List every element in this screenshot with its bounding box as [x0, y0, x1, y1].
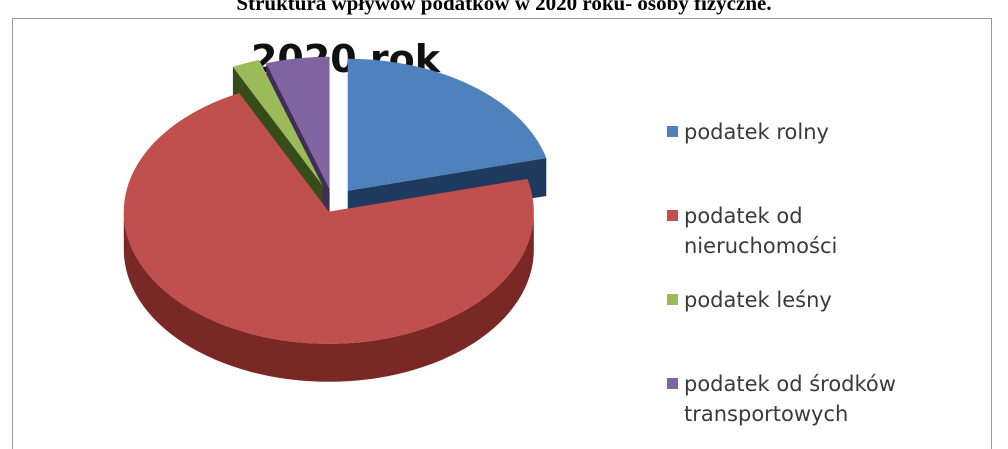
legend-swatch: [667, 378, 678, 389]
legend-swatch: [667, 294, 678, 305]
legend-swatch: [667, 210, 678, 221]
legend-swatch: [667, 126, 678, 137]
pie-slice-top: [266, 56, 330, 189]
pie-slice-top: [347, 58, 547, 191]
document-caption: Struktura wpływów podatków w 2020 roku- …: [236, 0, 772, 15]
pie-slice-top: [232, 59, 323, 186]
legend-item-transport: podatek od środków transportowych: [667, 369, 954, 429]
legend-item-lesny: podatek leśny: [667, 285, 954, 315]
legend-label-line-2: transportowych: [684, 402, 849, 426]
legend-label: podatek od nieruchomości: [684, 204, 838, 258]
legend-label: podatek od środków transportowych: [684, 369, 954, 429]
legend-label: podatek rolny: [684, 120, 829, 144]
pie-slice: [123, 93, 534, 382]
legend-item-rolny: podatek rolny: [667, 117, 954, 147]
chart-frame: 2020 rok podatek rolny podatek od nieruc…: [12, 18, 992, 449]
pie-slice-top: [123, 93, 534, 344]
legend-label-line-1: podatek od środków: [684, 372, 896, 396]
pie-chart: [123, 56, 547, 382]
pie-slice-side: [123, 211, 534, 382]
legend-item-nieruchomosci: podatek od nieruchomości: [667, 201, 954, 261]
legend-label: podatek leśny: [684, 288, 832, 312]
